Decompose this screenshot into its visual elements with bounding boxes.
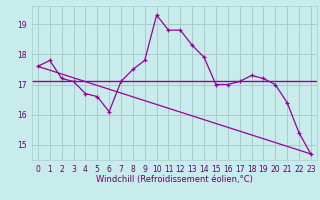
X-axis label: Windchill (Refroidissement éolien,°C): Windchill (Refroidissement éolien,°C) <box>96 175 253 184</box>
